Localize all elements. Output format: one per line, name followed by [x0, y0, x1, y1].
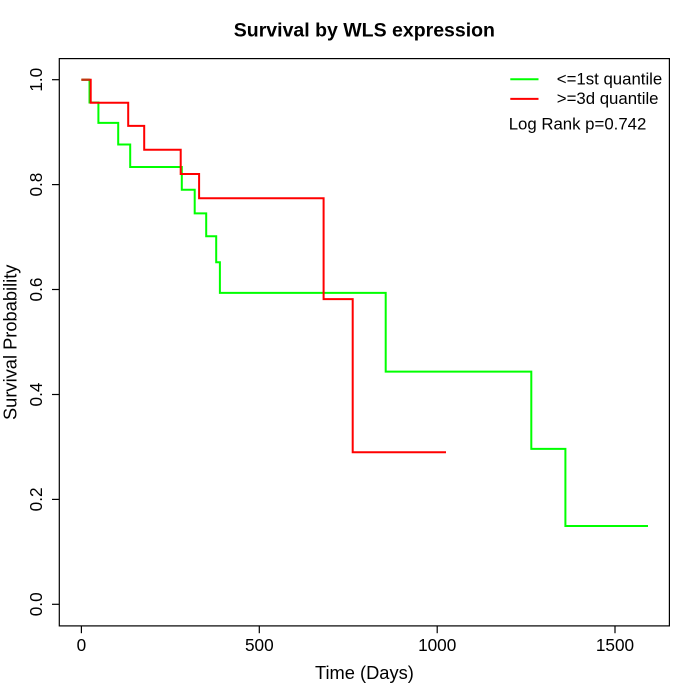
svg-text:1000: 1000	[418, 635, 456, 655]
svg-text:0: 0	[77, 635, 87, 655]
svg-text:1.0: 1.0	[26, 68, 46, 92]
svg-text:0.4: 0.4	[26, 382, 46, 406]
svg-text:500: 500	[245, 635, 274, 655]
svg-text:<=1st quantile: <=1st quantile	[557, 70, 662, 89]
svg-text:0.2: 0.2	[26, 487, 46, 511]
svg-text:0.6: 0.6	[26, 278, 46, 302]
svg-text:0.0: 0.0	[26, 592, 46, 616]
svg-text:Log Rank p=0.742: Log Rank p=0.742	[509, 114, 647, 133]
svg-text:Survival by WLS expression: Survival by WLS expression	[234, 20, 495, 42]
svg-text:Time (Days): Time (Days)	[315, 662, 414, 683]
svg-text:Survival Probability: Survival Probability	[0, 264, 21, 420]
svg-text:0.8: 0.8	[26, 173, 46, 197]
svg-text:>=3d quantile: >=3d quantile	[557, 89, 659, 108]
svg-text:1500: 1500	[596, 635, 634, 655]
